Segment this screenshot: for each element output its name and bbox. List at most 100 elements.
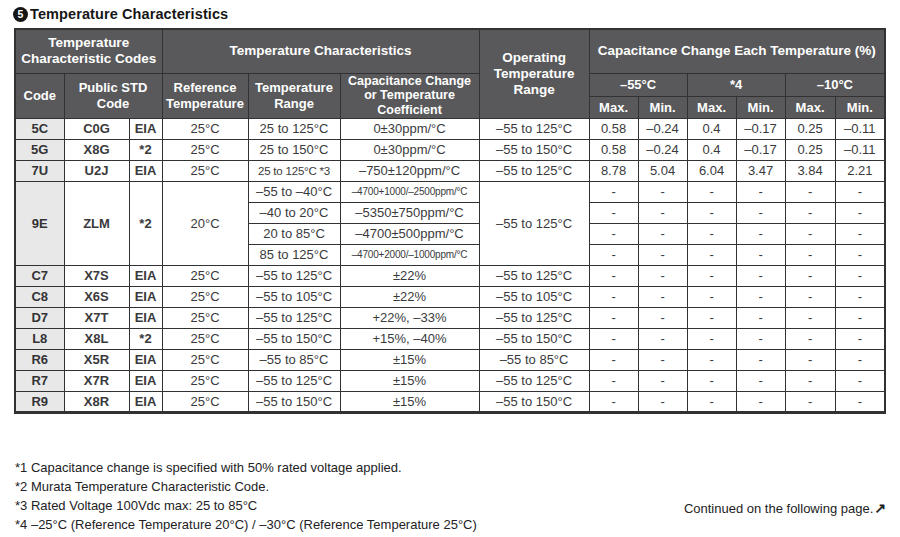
- table-cell: 0.25: [785, 139, 835, 160]
- table-cell: EIA: [129, 391, 162, 412]
- table-cell: -: [785, 223, 835, 244]
- table-cell: -: [638, 223, 687, 244]
- table-cell: -: [835, 328, 885, 349]
- table-cell: 0.25: [785, 118, 835, 139]
- code-cell: D7: [15, 307, 64, 328]
- header-public-std-code: Public STD Code: [64, 73, 162, 118]
- table-cell: ±22%: [340, 286, 479, 307]
- table-cell: -: [785, 328, 835, 349]
- table-cell: –55 to 85°C: [248, 349, 340, 370]
- code-cell: R6: [15, 349, 64, 370]
- header-temp-minus55: –55°C: [589, 73, 687, 97]
- table-cell: -: [638, 265, 687, 286]
- table-cell: 3.47: [736, 160, 785, 181]
- table-cell: -: [736, 370, 785, 391]
- table-cell: -: [589, 202, 638, 223]
- code-cell: R7: [15, 370, 64, 391]
- table-cell: -: [835, 265, 885, 286]
- table-cell: ±15%: [340, 370, 479, 391]
- table-cell: –55 to 125°C: [479, 118, 589, 139]
- header-group-cap-change: Capacitance Change Each Temperature (%): [589, 29, 885, 73]
- table-cell: 8.78: [589, 160, 638, 181]
- section-title-label: Temperature Characteristics: [30, 6, 228, 22]
- table-cell: 25°C: [162, 265, 248, 286]
- table-cell: U2J: [64, 160, 129, 181]
- table-cell: -: [687, 286, 736, 307]
- table-cell: -: [835, 244, 885, 265]
- code-cell: R9: [15, 391, 64, 412]
- table-cell: EIA: [129, 349, 162, 370]
- table-cell: -: [785, 349, 835, 370]
- table-cell: -: [835, 286, 885, 307]
- table-cell: -: [638, 328, 687, 349]
- header-max: Max.: [589, 97, 638, 119]
- table-cell: –55 to 150°C: [479, 328, 589, 349]
- table-cell: -: [687, 265, 736, 286]
- table-cell: -: [736, 202, 785, 223]
- table-cell: -: [589, 391, 638, 412]
- table-cell: -: [589, 265, 638, 286]
- table-cell: -: [736, 223, 785, 244]
- table-cell: 6.04: [687, 160, 736, 181]
- table-cell: 0.4: [687, 118, 736, 139]
- table-cell: X8R: [64, 391, 129, 412]
- code-cell: 7U: [15, 160, 64, 181]
- table-cell: 0±30ppm/°C: [340, 118, 479, 139]
- table-cell: 20 to 85°C: [248, 223, 340, 244]
- table-cell: -: [736, 391, 785, 412]
- table-cell: -: [687, 349, 736, 370]
- table-cell: –750±120ppm/°C: [340, 160, 479, 181]
- table-cell: -: [638, 244, 687, 265]
- table-cell: –55 to 105°C: [248, 286, 340, 307]
- table-cell: -: [736, 181, 785, 202]
- table-cell: –55 to 105°C: [479, 286, 589, 307]
- code-cell: C8: [15, 286, 64, 307]
- table-cell: -: [835, 181, 885, 202]
- table-cell: -: [785, 286, 835, 307]
- table-cell: –55 to 125°C: [479, 181, 589, 265]
- table-cell: 85 to 125°C: [248, 244, 340, 265]
- table-row: R6X5REIA25°C–55 to 85°C±15%–55 to 85°C--…: [15, 349, 885, 370]
- table-cell: EIA: [129, 118, 162, 139]
- header-code: Code: [15, 73, 64, 118]
- table-cell: –0.11: [835, 139, 885, 160]
- header-operating-range: Operating Temperature Range: [479, 29, 589, 118]
- table-cell: -: [589, 223, 638, 244]
- header-min: Min.: [835, 97, 885, 119]
- code-cell: L8: [15, 328, 64, 349]
- table-cell: -: [835, 370, 885, 391]
- table-row: 9EZLM*220°C–55 to –40°C–4700+1000/–2500p…: [15, 181, 885, 202]
- table-cell: –55 to –40°C: [248, 181, 340, 202]
- table-cell: –0.24: [638, 118, 687, 139]
- table-row: L8X8L*225°C–55 to 150°C+15%, –40%–55 to …: [15, 328, 885, 349]
- table-body: 5CC0GEIA25°C25 to 125°C0±30ppm/°C–55 to …: [15, 118, 885, 412]
- table-cell: –55 to 150°C: [248, 391, 340, 412]
- table-cell: -: [736, 349, 785, 370]
- header-group-codes: Temperature Characteristic Codes: [15, 29, 162, 73]
- table-cell: 25 to 125°C *3: [248, 160, 340, 181]
- table-cell: 25°C: [162, 160, 248, 181]
- table-cell: ±15%: [340, 349, 479, 370]
- table-cell: 20°C: [162, 181, 248, 265]
- table-cell: 25 to 125°C: [248, 118, 340, 139]
- table-cell: X5R: [64, 349, 129, 370]
- table-cell: -: [589, 181, 638, 202]
- table-header: Temperature Characteristic Codes Tempera…: [15, 29, 885, 118]
- table-cell: -: [589, 349, 638, 370]
- table-cell: C0G: [64, 118, 129, 139]
- table-row: C8X6SEIA25°C–55 to 105°C±22%–55 to 105°C…: [15, 286, 885, 307]
- table-cell: -: [736, 265, 785, 286]
- table-cell: X7S: [64, 265, 129, 286]
- table-cell: EIA: [129, 160, 162, 181]
- table-cell: -: [589, 244, 638, 265]
- table-cell: –55 to 125°C: [248, 307, 340, 328]
- table-cell: –55 to 125°C: [479, 370, 589, 391]
- table-cell: X8G: [64, 139, 129, 160]
- table-cell: -: [785, 202, 835, 223]
- table-cell: -: [638, 307, 687, 328]
- section-number-icon: 5: [13, 7, 28, 22]
- header-group-characteristics: Temperature Characteristics: [162, 29, 479, 73]
- table-cell: –55 to 150°C: [248, 328, 340, 349]
- table-cell: -: [589, 307, 638, 328]
- table-cell: –55 to 150°C: [479, 391, 589, 412]
